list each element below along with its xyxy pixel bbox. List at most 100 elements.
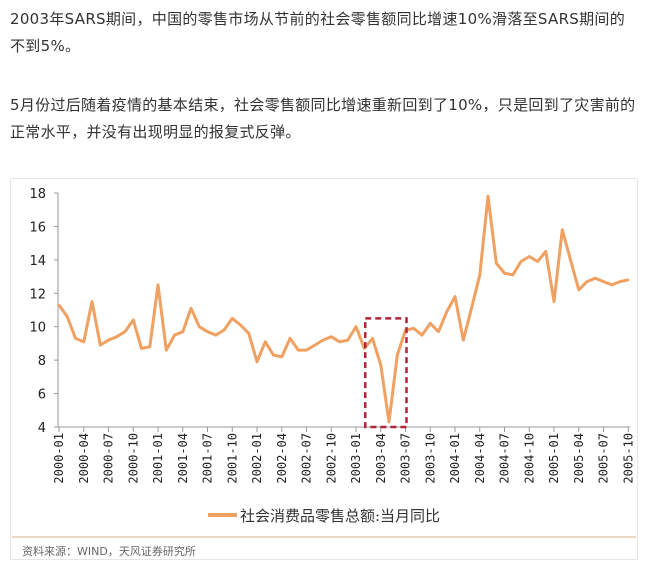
- data-point: [255, 360, 259, 364]
- x-tick-label: 2004-01: [448, 433, 462, 484]
- data-point: [297, 348, 300, 352]
- data-point: [552, 300, 556, 303]
- data-point: [90, 300, 94, 303]
- y-tick-label: 6: [38, 388, 46, 403]
- x-tick-label: 2005-07: [597, 433, 611, 484]
- data-point: [495, 262, 498, 265]
- x-tick-label: 2000-07: [102, 433, 116, 484]
- x-axis: 2000-01 2000-04 2000-07 2000-10 2001-01 2001-…: [52, 426, 635, 484]
- data-point: [379, 363, 382, 367]
- x-tick-label: 2004-10: [522, 433, 536, 484]
- data-point: [519, 260, 523, 263]
- y-tick-label: 10: [29, 321, 46, 336]
- x-tick-label: 2005-04: [572, 433, 586, 484]
- data-point: [511, 273, 514, 277]
- data-point: [115, 335, 118, 338]
- data-point: [486, 195, 490, 198]
- data-point: [577, 288, 580, 292]
- x-tick-label: 2000-10: [126, 433, 140, 484]
- data-point: [280, 355, 283, 358]
- data-point: [313, 343, 316, 347]
- x-tick-label: 2005-10: [621, 433, 635, 484]
- x-tick-label: 2000-04: [77, 433, 91, 484]
- x-tick-label: 2001-07: [201, 433, 215, 484]
- x-tick-label: 2001-10: [225, 433, 239, 484]
- data-point: [156, 283, 160, 287]
- y-tick-label: 4: [38, 421, 46, 436]
- data-point: [239, 323, 242, 327]
- data-point: [429, 322, 432, 325]
- legend: 社会消费品零售总额:当月同比: [208, 507, 440, 525]
- x-tick-label: 2005-01: [547, 433, 561, 484]
- source-divider: [12, 536, 636, 538]
- chart-source: 资料来源：WIND，天风证券研究所: [22, 545, 196, 558]
- data-point: [445, 310, 448, 313]
- data-point: [585, 280, 589, 283]
- y-tick-label: 14: [29, 254, 46, 269]
- data-point: [99, 343, 102, 347]
- data-point: [470, 307, 473, 310]
- data-point: [618, 280, 622, 283]
- data-point: [173, 333, 176, 337]
- data-point: [165, 348, 168, 352]
- data-point: [627, 278, 630, 282]
- data-point: [222, 328, 226, 332]
- data-point: [330, 335, 333, 338]
- data-point: [305, 348, 308, 352]
- chart-card: [10, 178, 638, 560]
- x-tick-label: 2003-07: [399, 433, 413, 484]
- data-point: [206, 330, 209, 333]
- x-tick-label: 2002-10: [324, 433, 338, 484]
- x-tick-label: 2001-04: [176, 433, 190, 484]
- data-point: [503, 272, 506, 275]
- data-point: [387, 420, 391, 424]
- data-point: [198, 325, 201, 328]
- data-point: [82, 340, 85, 343]
- data-point: [462, 338, 465, 342]
- x-tick-label: 2001-01: [151, 433, 165, 484]
- data-point: [140, 347, 143, 350]
- data-point: [453, 295, 457, 298]
- x-tick-label: 2002-01: [250, 433, 264, 484]
- data-point: [272, 353, 275, 357]
- data-point: [214, 333, 217, 337]
- data-point: [189, 307, 193, 310]
- x-tick-label: 2002-07: [300, 433, 314, 484]
- paragraph-recovery: 5月份过后随着疫情的基本结束，社会零售额同比增速重新回到了10%，只是回到了灾害…: [10, 96, 636, 141]
- x-tick-label: 2004-07: [498, 433, 512, 484]
- y-tick-label: 8: [38, 354, 46, 369]
- data-point: [288, 337, 292, 340]
- x-tick-label: 2004-04: [473, 433, 487, 484]
- x-tick-label: 2003-04: [374, 433, 388, 484]
- data-point: [602, 280, 605, 283]
- data-point: [338, 340, 341, 343]
- data-point: [123, 330, 127, 333]
- paragraph-sars-decline: 2003年SARS期间，中国的零售市场从节前的社会零售额同比增速10%滑落至SA…: [10, 10, 626, 55]
- data-point: [536, 260, 539, 263]
- data-point: [264, 340, 267, 343]
- y-tick-label: 12: [29, 287, 46, 302]
- series-line: [57, 194, 629, 424]
- sars-highlight-box: [364, 317, 408, 429]
- data-point: [354, 325, 358, 328]
- data-point: [396, 353, 399, 357]
- y-tick-label: 18: [29, 187, 46, 202]
- x-tick-label: 2003-10: [423, 433, 437, 484]
- data-point: [148, 345, 151, 348]
- x-tick-label: 2003-01: [349, 433, 363, 484]
- y-axis: 4 6 8 10 12 14 16 18: [29, 187, 59, 436]
- data-point: [247, 332, 250, 335]
- data-point: [528, 255, 531, 258]
- data-point: [321, 338, 325, 342]
- data-point: [74, 337, 77, 340]
- x-tick-label: 2002-04: [275, 433, 289, 484]
- data-point: [412, 327, 415, 330]
- data-point: [346, 338, 349, 342]
- data-point: [561, 228, 564, 231]
- x-tick-label: 2000-01: [52, 433, 66, 484]
- data-point: [57, 303, 61, 307]
- data-point: [478, 273, 481, 277]
- legend-label: 社会消费品零售总额:当月同比: [240, 507, 440, 525]
- data-point: [181, 330, 184, 333]
